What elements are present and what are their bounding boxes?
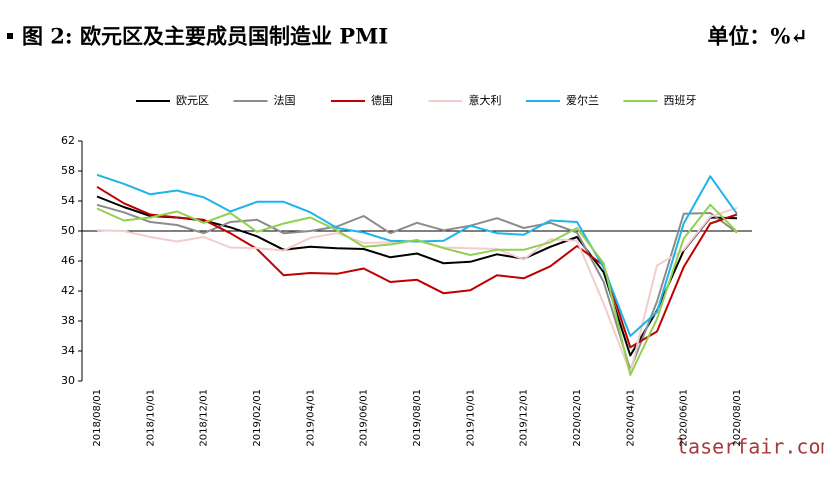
y-tick-label: 54 xyxy=(61,194,75,207)
unit-label: 单位：%↵ xyxy=(707,24,808,49)
y-tick-label: 50 xyxy=(61,224,75,237)
y-tick-label: 30 xyxy=(61,374,75,387)
y-tick-label: 62 xyxy=(61,134,75,147)
series-line xyxy=(96,203,738,371)
chart-title: 图 2: 欧元区及主要成员国制造业 PMI xyxy=(22,24,388,49)
x-tick-label: 2019/04/01 xyxy=(305,389,316,447)
series-line xyxy=(96,185,738,349)
legend-label: 西班牙 xyxy=(664,94,697,107)
y-tick-label: 58 xyxy=(61,164,75,177)
x-tick-label: 2019/10/01 xyxy=(465,389,476,447)
x-tick-label: 2019/06/01 xyxy=(359,389,370,447)
title-bullet xyxy=(7,33,13,39)
legend-label: 德国 xyxy=(371,93,393,107)
x-tick-label: 2018/08/01 xyxy=(92,389,103,447)
series-line xyxy=(96,173,738,337)
x-tick-label: 2020/08/01 xyxy=(732,389,743,447)
x-tick-label: 2019/08/01 xyxy=(412,389,423,447)
y-tick-label: 42 xyxy=(61,284,75,297)
legend-label: 爱尔兰 xyxy=(566,94,599,107)
y-tick-label: 38 xyxy=(61,314,75,327)
series-line xyxy=(96,206,738,374)
y-tick-label: 46 xyxy=(61,254,75,267)
legend-label: 欧元区 xyxy=(176,94,209,107)
legend-label: 法国 xyxy=(274,93,296,107)
x-tick-label: 2018/12/01 xyxy=(199,389,210,447)
series-line xyxy=(96,203,738,376)
x-tick-label: 2019/12/01 xyxy=(519,389,530,447)
x-tick-label: 2020/02/01 xyxy=(572,389,583,447)
x-tick-label: 2020/04/01 xyxy=(625,389,636,447)
watermark: laserfair.com xyxy=(676,435,824,459)
y-tick-label: 34 xyxy=(61,344,75,357)
legend-label: 意大利 xyxy=(469,93,502,107)
x-tick-label: 2020/06/01 xyxy=(679,389,690,447)
x-tick-label: 2019/02/01 xyxy=(252,389,263,447)
x-tick-label: 2018/10/01 xyxy=(145,389,156,447)
